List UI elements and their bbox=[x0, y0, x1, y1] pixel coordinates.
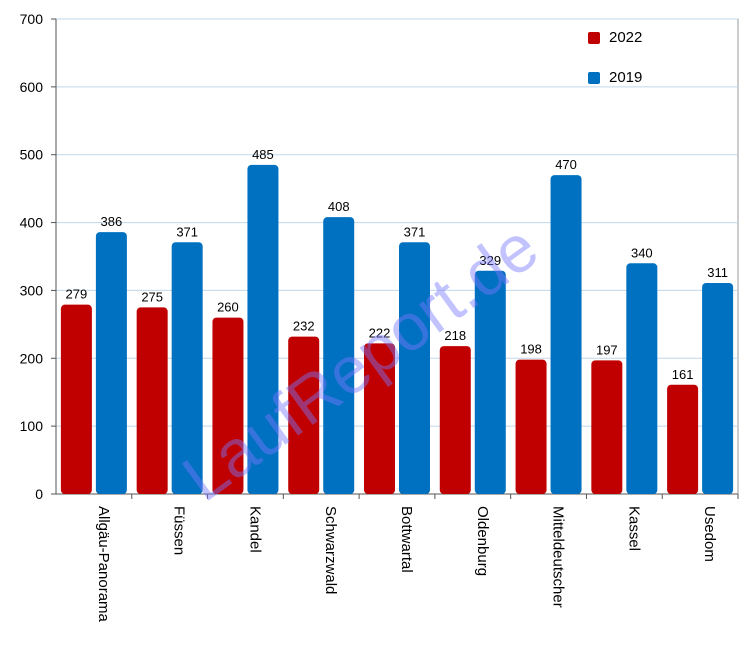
x-tick-label: Füssen bbox=[171, 506, 188, 555]
legend-swatch-2019 bbox=[588, 72, 600, 84]
bar-2019 bbox=[399, 242, 430, 494]
y-tick-label: 200 bbox=[20, 350, 44, 366]
data-label-2022: 198 bbox=[520, 342, 542, 357]
legend-label-2019: 2019 bbox=[609, 69, 643, 86]
bar-2022 bbox=[212, 317, 244, 494]
bar-2022 bbox=[136, 307, 168, 494]
bar-2019 bbox=[95, 232, 127, 495]
x-tick-label: Usedom bbox=[701, 506, 718, 562]
bar-2019 bbox=[323, 217, 355, 494]
bar-2019 bbox=[247, 164, 279, 494]
data-label-2019: 371 bbox=[176, 224, 198, 239]
y-tick-label: 500 bbox=[20, 147, 44, 163]
y-tick-label: 400 bbox=[20, 215, 44, 231]
bar-2019 bbox=[626, 263, 658, 494]
y-tick-label: 100 bbox=[20, 418, 44, 434]
data-label-2022: 218 bbox=[444, 328, 466, 343]
data-label-2019: 485 bbox=[252, 147, 274, 162]
data-label-2022: 275 bbox=[141, 289, 163, 304]
bar-2022 bbox=[591, 360, 623, 494]
x-tick-label: Oldenburg bbox=[474, 506, 491, 576]
data-label-2019: 386 bbox=[101, 214, 123, 229]
bar-2019 bbox=[474, 270, 506, 494]
data-label-2022: 161 bbox=[672, 367, 694, 382]
y-tick-label: 700 bbox=[20, 11, 44, 27]
x-tick-label: Bottwartal bbox=[398, 506, 415, 573]
data-label-2022: 279 bbox=[66, 287, 88, 302]
legend-item-2022: 2022 bbox=[586, 28, 706, 48]
bar-2022 bbox=[60, 304, 92, 494]
legend-swatch-2022 bbox=[588, 32, 600, 44]
bar-2022 bbox=[364, 343, 395, 494]
x-tick-label: Mitteldeutscher bbox=[550, 506, 567, 608]
data-label-2019: 470 bbox=[555, 157, 577, 172]
data-label-2022: 260 bbox=[217, 300, 239, 315]
legend-label-2022: 2022 bbox=[609, 29, 643, 46]
data-label-2019: 311 bbox=[707, 265, 728, 280]
x-tick-label: Kassel bbox=[625, 506, 642, 551]
bar-2019 bbox=[171, 242, 203, 494]
data-label-2019: 340 bbox=[631, 245, 653, 260]
bar-2019 bbox=[550, 175, 582, 495]
data-label-2019: 408 bbox=[328, 199, 350, 214]
data-label-2019: 329 bbox=[479, 253, 501, 268]
y-tick-label: 600 bbox=[20, 79, 44, 95]
data-label-2019: 371 bbox=[404, 224, 426, 239]
x-tick-label: Allgäu-Panorama bbox=[95, 506, 112, 623]
legend-item-2019: 2019 bbox=[586, 68, 706, 88]
data-label-2022: 197 bbox=[596, 342, 618, 357]
y-tick-label: 300 bbox=[20, 282, 44, 298]
bar-2022 bbox=[667, 384, 699, 494]
bar-2022 bbox=[515, 359, 547, 494]
legend: 2022 2019 bbox=[586, 28, 706, 108]
x-tick-label: Kandel bbox=[246, 506, 263, 553]
bar-2022 bbox=[439, 346, 471, 494]
y-tick-label: 0 bbox=[35, 486, 43, 502]
x-tick-label: Schwarzwald bbox=[322, 506, 339, 594]
data-label-2022: 232 bbox=[293, 319, 315, 334]
bar-2019 bbox=[702, 282, 734, 494]
bar-2022 bbox=[288, 336, 320, 494]
data-label-2022: 222 bbox=[369, 325, 391, 340]
